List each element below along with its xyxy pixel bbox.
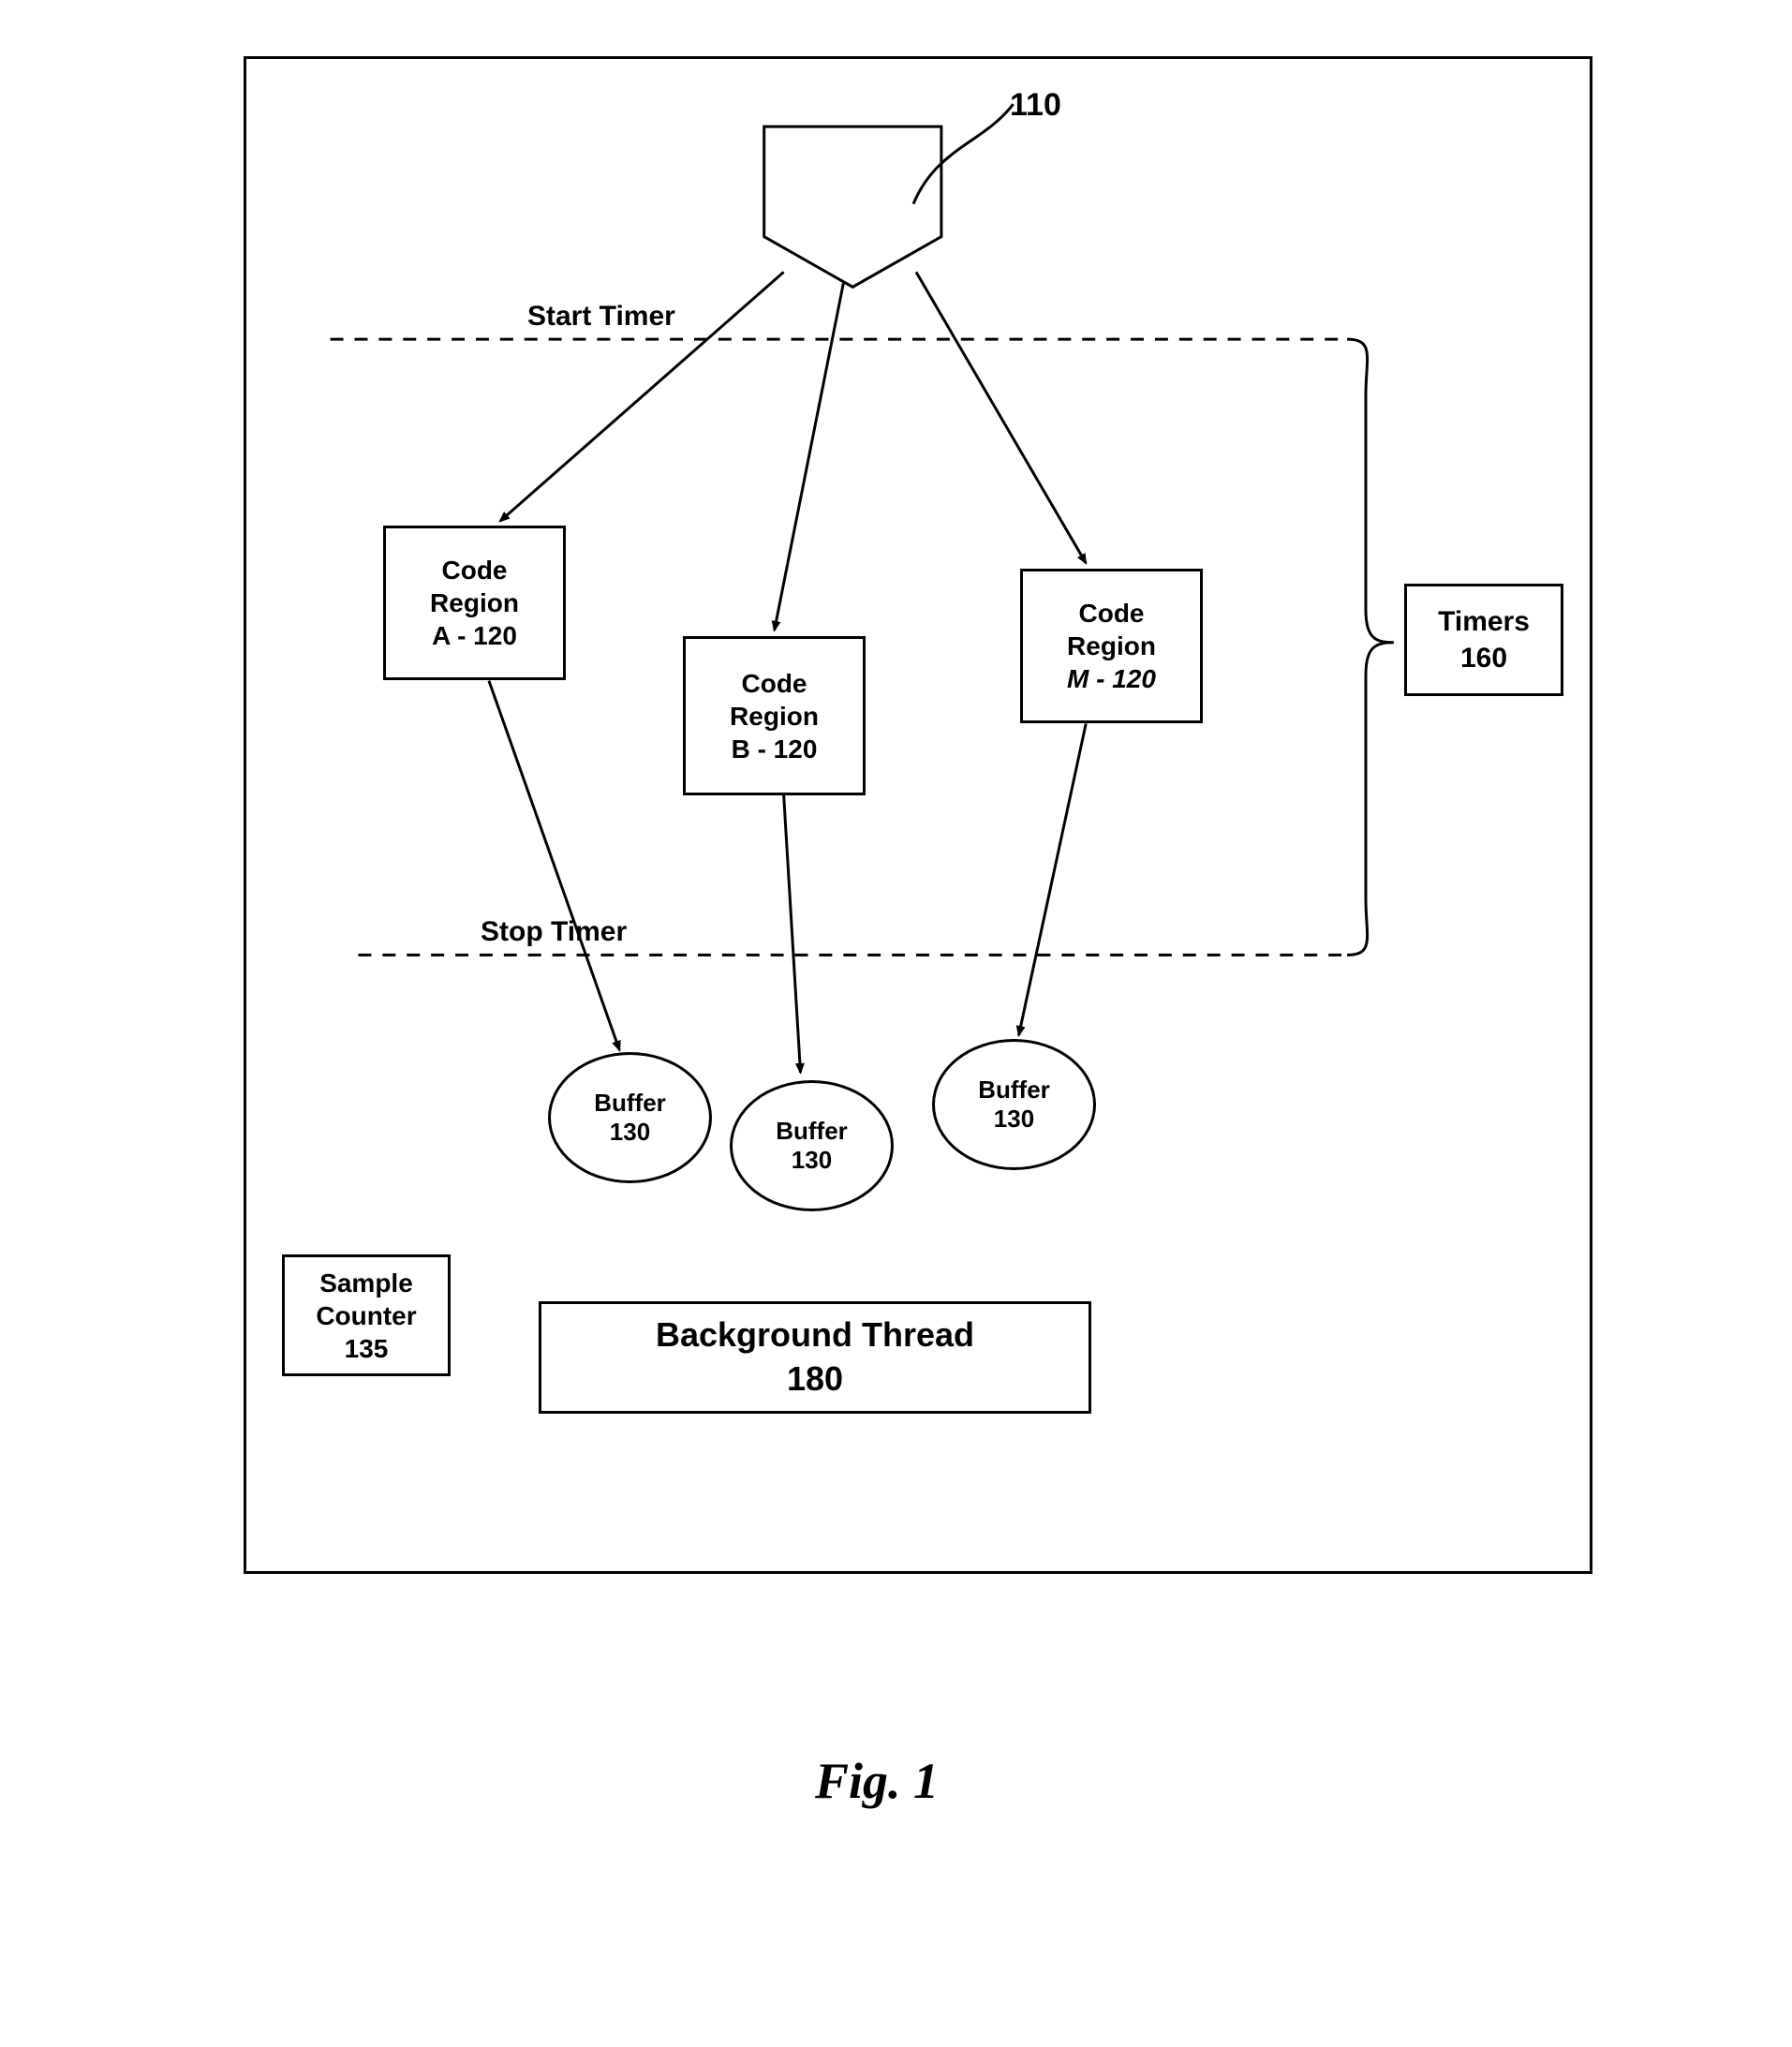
- code-region-a-line1: Code: [442, 554, 508, 586]
- pointer-110: [913, 104, 1014, 204]
- diagram-canvas: 110 Start Timer Stop Timer Code Region A…: [244, 56, 1592, 1574]
- sample-counter-line2: Counter: [316, 1299, 416, 1332]
- buffer-m-line1: Buffer: [978, 1075, 1050, 1105]
- code-region-a-box: Code Region A - 120: [383, 526, 566, 680]
- code-region-m-line1: Code: [1079, 597, 1145, 630]
- buffer-a-line1: Buffer: [594, 1089, 666, 1118]
- buffer-a-line2: 130: [610, 1118, 650, 1147]
- timers-line1: Timers: [1438, 603, 1530, 640]
- buffer-b-line1: Buffer: [776, 1117, 848, 1146]
- arrow-pentagon-to-b: [775, 283, 844, 630]
- buffer-a-ellipse: Buffer 130: [548, 1052, 712, 1183]
- code-region-m-line3: M - 120: [1067, 662, 1156, 695]
- buffer-m-ellipse: Buffer 130: [932, 1039, 1096, 1170]
- background-thread-line2: 180: [787, 1357, 843, 1402]
- code-region-a-line3: A - 120: [432, 619, 517, 652]
- buffer-b-line2: 130: [792, 1146, 832, 1175]
- timers-box: Timers 160: [1404, 584, 1563, 696]
- pentagon-node: [764, 126, 941, 287]
- sample-counter-line3: 135: [345, 1332, 389, 1365]
- arrow-m-to-buffer: [1019, 723, 1087, 1035]
- code-region-b-line3: B - 120: [732, 733, 818, 765]
- sample-counter-box: Sample Counter 135: [282, 1254, 451, 1376]
- code-region-b-line1: Code: [742, 667, 807, 700]
- ref-110-label: 110: [1010, 87, 1061, 124]
- buffer-b-ellipse: Buffer 130: [730, 1080, 894, 1211]
- buffer-m-line2: 130: [994, 1105, 1034, 1134]
- code-region-m-box: Code Region M - 120: [1020, 569, 1203, 723]
- background-thread-box: Background Thread 180: [539, 1301, 1091, 1414]
- code-region-b-line2: Region: [730, 700, 819, 733]
- stop-timer-label: Stop Timer: [481, 916, 627, 948]
- timers-line2: 160: [1460, 640, 1507, 676]
- figure-caption: Fig. 1: [815, 1752, 939, 1810]
- start-timer-label: Start Timer: [527, 301, 675, 333]
- code-region-b-box: Code Region B - 120: [683, 636, 866, 795]
- background-thread-line1: Background Thread: [656, 1313, 974, 1357]
- arrow-a-to-buffer: [489, 681, 619, 1050]
- code-region-a-line2: Region: [430, 586, 519, 619]
- timers-bracket: [1347, 339, 1394, 955]
- sample-counter-line1: Sample: [319, 1267, 413, 1299]
- arrow-pentagon-to-m: [916, 272, 1086, 563]
- code-region-m-line2: Region: [1067, 630, 1156, 662]
- arrow-b-to-buffer: [784, 794, 801, 1073]
